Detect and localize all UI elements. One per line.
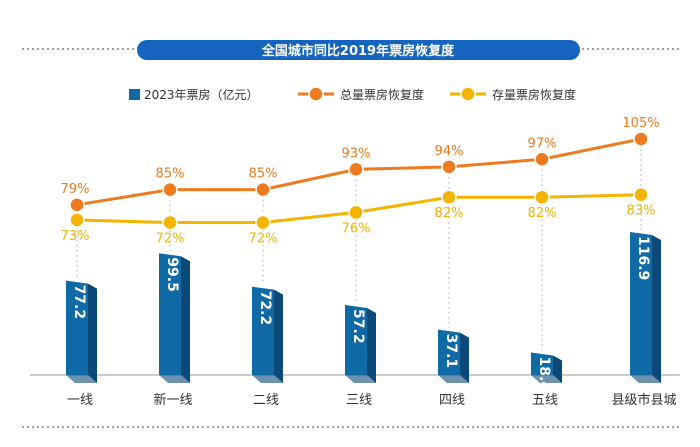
bar-bottom-face [531,375,562,383]
stock-recovery-value-label: 73% [61,229,90,244]
bar-side-face [274,289,283,383]
bar-side-face [181,256,190,383]
stock-recovery-value-label: 83% [627,204,656,219]
bar-side-face [460,332,469,383]
bar-side-face [553,355,562,383]
total-recovery-value-label: 93% [342,146,371,161]
bar-front-face [630,232,652,375]
stock-recovery-value-label: 82% [435,206,464,221]
stock-recovery-marker [633,186,649,203]
stock-recovery-value-label: 82% [528,206,557,221]
category-label: 新一线 [153,392,192,408]
legend-item-total: 总量票房恢复度 [298,86,424,102]
total-recovery-value-label: 105% [622,116,659,131]
bar-bottom-face [252,375,283,383]
stock-recovery-marker [441,189,457,205]
category-label: 四线 [439,393,465,408]
bar-bottom-face [66,375,97,383]
total-recovery-marker [348,161,364,178]
bar-6 [630,232,661,383]
stock-recovery-value-label: 76% [342,221,371,236]
legend-total-label: 总量票房恢复度 [340,87,424,102]
bar-value-label: 18.4 [536,356,552,391]
legend-bar-swatch [129,89,140,100]
bar-5 [531,352,562,383]
bar-front-face [438,329,460,375]
category-label: 二线 [253,393,279,408]
stock-recovery-marker [255,214,271,231]
stock-recovery-marker [162,214,178,231]
category-label: 五线 [532,393,558,408]
bar-front-face [531,352,553,375]
bar-1 [159,253,190,383]
total-recovery-marker [255,181,271,198]
bar-front-face [345,305,367,375]
bar-4 [438,329,469,383]
legend-stock-marker [460,86,476,102]
bar-front-face [66,280,88,375]
bar-side-face [367,308,376,383]
bar-value-label: 72.2 [257,291,273,326]
bar-front-face [252,286,274,375]
chart-title: 全国城市同比2019年票房恢复度 [261,43,455,59]
category-label: 一线 [67,393,93,408]
legend-total-marker [308,86,324,102]
stock-recovery-marker [534,189,550,205]
total-recovery-value-label: 94% [435,144,464,159]
bar-side-face [88,283,97,383]
bar-bottom-face [438,375,469,383]
category-label: 县级市县城 [611,392,676,408]
legend-bar-label: 2023年票房（亿元） [144,87,259,102]
total-recovery-marker [633,131,649,147]
legend-stock-label: 存量票房恢复度 [492,87,576,102]
labels-layer: 77.2 一线 99.5 新一线 72.2 二线 57.2 三线 37.1 四线 18.4 五线 116… [61,116,677,408]
bar-side-face [652,235,661,383]
total-recovery-marker [162,181,178,198]
bar-value-label: 77.2 [71,285,87,320]
bar-0 [66,280,97,383]
total-recovery-value-label: 79% [61,182,90,197]
total-recovery-value-label: 85% [156,167,185,182]
stock-recovery-value-label: 72% [249,232,278,247]
category-label: 三线 [346,393,372,408]
total-recovery-marker [534,151,550,167]
bar-value-label: 57.2 [350,309,366,344]
lines-layer [69,131,649,231]
bars-layer [66,232,661,383]
bar-bottom-face [159,375,190,383]
stock-recovery-value-label: 72% [156,232,185,247]
legend: 2023年票房（亿元） 总量票房恢复度 存量票房恢复度 [129,86,576,102]
bar-bottom-face [630,375,661,383]
bar-bottom-face [345,375,376,383]
total-recovery-marker [441,159,457,175]
bar-3 [345,305,376,383]
bar-value-label: 99.5 [164,257,180,292]
stock-recovery-marker [348,204,364,221]
stock-recovery-marker [69,212,85,228]
total-recovery-value-label: 97% [528,136,557,151]
bar-value-label: 116.9 [635,236,651,280]
bar-2 [252,286,283,383]
total-recovery-value-label: 85% [249,167,278,182]
legend-item-bar: 2023年票房（亿元） [129,87,259,102]
total-recovery-marker [69,197,85,213]
title-banner [137,40,580,60]
bar-value-label: 37.1 [443,334,459,369]
bar-front-face [159,253,181,375]
legend-item-stock: 存量票房恢复度 [450,86,576,102]
